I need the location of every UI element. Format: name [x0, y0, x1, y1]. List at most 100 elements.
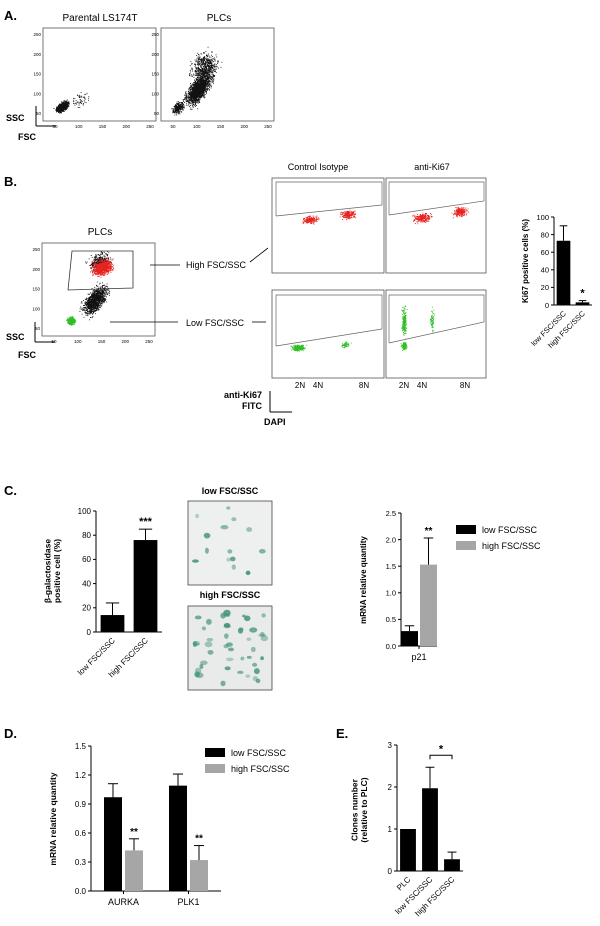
panel-a-plot-parental: Parental LS174T 250 200 150 100 50 50 100 150 20…: [33, 13, 157, 129]
stained-cell: [253, 668, 260, 675]
ploidy-tick-label: 4N: [417, 381, 427, 390]
panel-c-micro-low: [187, 500, 273, 586]
flow-events: [66, 316, 77, 326]
panel-d-letter: D.: [4, 726, 17, 741]
y-tick-label: 0: [87, 628, 92, 637]
flow-events: [429, 306, 435, 333]
stained-cell: [224, 666, 231, 671]
y-tick-label: 3: [388, 741, 393, 750]
y-axis-title-line: β-galactosidase: [42, 539, 52, 604]
panel-b-col-antiki67: anti-Ki67: [414, 162, 450, 172]
stained-cell: [258, 633, 267, 637]
y-axis-title: β-galactosidasepositive cell (%): [42, 539, 62, 604]
panel-b-fitc-label: FITC: [242, 401, 262, 411]
y-tick-label: 0.5: [386, 615, 396, 624]
stained-cell: [252, 662, 258, 667]
panel-c-p21-barchart: 0.0 0.5 1.0 1.5 2.0 2.5 ** p21 mRNA relative qua…: [359, 509, 541, 662]
y-axis-title: mRNA relative quantity: [48, 772, 58, 865]
panel-b-ki67-grid: Control Isotype anti-Ki67 2N 4N 8N 2N 4N 8N a…: [224, 162, 487, 427]
legend-label: high FSC/SSC: [482, 541, 541, 551]
bar: [422, 788, 438, 871]
panel-a-plot-plcs: PLCs 250 200 150 100 50 50 100 150 200 250: [151, 13, 275, 129]
y-tick-label: 80: [82, 531, 91, 540]
y-tick-label: 150: [32, 287, 40, 292]
y-tick-label: 20: [82, 604, 91, 613]
ploidy-tick-label: 2N: [399, 381, 409, 390]
panel-b-low-antiki67: [385, 289, 487, 379]
stained-cell: [260, 656, 264, 661]
y-axis-title: mRNA relative quantity: [359, 536, 368, 624]
panel-b-ssc-label: SSC: [6, 332, 25, 342]
y-tick-label: 150: [33, 72, 41, 77]
panel-b-high-label: High FSC/SSC: [186, 260, 247, 270]
x-tick-label: 200: [240, 124, 248, 129]
x-tick-label: 250: [145, 339, 153, 344]
panel-a-letter: A.: [4, 8, 17, 23]
stained-cell: [226, 506, 231, 510]
y-axis-title: Ki67 positive cells (%): [521, 219, 530, 303]
y-tick-label: 2.0: [386, 535, 396, 544]
bar: [169, 785, 187, 891]
ploidy-tick-label: 8N: [359, 381, 369, 390]
significance-bracket: [429, 754, 453, 760]
stained-cell: [246, 655, 252, 659]
flow-events: [400, 342, 408, 351]
significance-label: ***: [139, 516, 153, 528]
x-tick-label: 100: [74, 339, 82, 344]
y-tick-label: 60: [82, 555, 91, 564]
stained-cell: [204, 641, 213, 648]
flow-events: [188, 46, 223, 89]
panel-b-high-gate: [67, 250, 134, 291]
flow-events: [412, 212, 433, 225]
stained-cell: [261, 613, 266, 618]
y-tick-label: 50: [35, 326, 41, 331]
y-tick-label: 20: [541, 283, 549, 292]
stained-cell: [237, 627, 244, 634]
panel-b-high-control: [271, 177, 385, 274]
y-tick-label: 40: [541, 266, 549, 275]
x-tick-label: 250: [146, 124, 154, 129]
stained-cell: [195, 672, 204, 679]
panel-b-low-control: [271, 289, 385, 379]
y-tick-label: 40: [82, 579, 91, 588]
stained-cell: [255, 678, 261, 684]
y-tick-label: 150: [151, 72, 159, 77]
panel-e-letter: E.: [336, 726, 348, 741]
panel-a-parental-events: [53, 91, 90, 114]
y-tick-label: 100: [32, 306, 40, 311]
stained-cell: [246, 637, 252, 641]
y-tick-label: 0.9: [75, 800, 87, 809]
flow-events: [339, 209, 357, 221]
panel-b-high-antiki67: [385, 177, 487, 274]
legend-swatch: [205, 764, 225, 773]
stained-cell: [245, 570, 251, 576]
legend-label: low FSC/SSC: [482, 525, 538, 535]
x-tick-label: 100: [75, 124, 83, 129]
stained-cell: [194, 615, 202, 620]
y-axis-title-line: Ki67 positive cells (%): [521, 219, 530, 303]
bar: [133, 540, 158, 632]
stained-cell: [227, 647, 235, 652]
legend-label: high FSC/SSC: [231, 764, 290, 774]
panel-c-micro-low-cells: [192, 506, 266, 576]
flow-events: [181, 71, 214, 110]
y-tick-label: 200: [33, 52, 41, 57]
y-tick-label: 0: [545, 301, 549, 310]
stained-cell: [223, 625, 231, 629]
bar: [420, 564, 437, 646]
y-tick-label: 0.6: [75, 829, 87, 838]
panel-b-col-control: Control Isotype: [288, 162, 349, 172]
y-tick-label: 80: [541, 230, 549, 239]
bar: [104, 797, 122, 891]
y-axis-title-line: mRNA relative quantity: [359, 536, 368, 624]
y-tick-label: 200: [32, 267, 40, 272]
significance-label: **: [130, 827, 138, 838]
y-axis-title: Clones number(relative to PLC): [349, 777, 369, 842]
panel-b-ki67-label: anti-Ki67: [224, 390, 262, 400]
y-tick-label: 200: [151, 52, 159, 57]
bar: [444, 859, 460, 871]
panel-c-micro-high-cells: [192, 609, 269, 687]
x-tick-label: 150: [98, 339, 106, 344]
stained-cell: [249, 627, 258, 633]
